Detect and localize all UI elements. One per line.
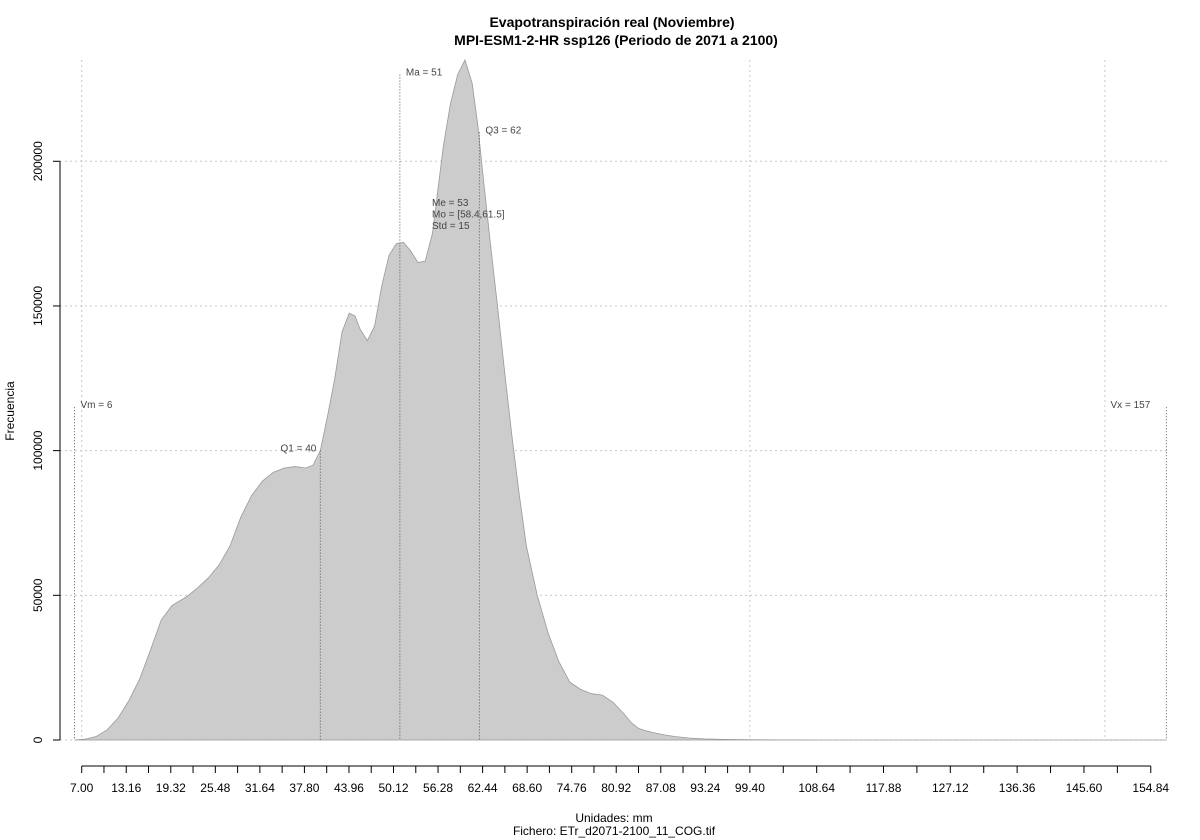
- x-tick-label: 74.76: [557, 781, 587, 795]
- y-tick-label: 0: [31, 736, 45, 743]
- chart-subtitle: MPI-ESM1-2-HR ssp126 (Periodo de 2071 a …: [454, 32, 778, 48]
- y-tick-label: 100000: [31, 430, 45, 470]
- stats-line: Std = 15: [432, 221, 470, 232]
- x-tick-label: 25.48: [200, 781, 230, 795]
- x-tick-label: 62.44: [468, 781, 498, 795]
- stat-label: Q3 = 62: [485, 125, 521, 136]
- stats-line: Mo = [58.4,61.5]: [432, 210, 505, 221]
- x-tick-label: 50.12: [378, 781, 408, 795]
- x-tick-label: 127.12: [932, 781, 969, 795]
- x-tick-label: 13.16: [111, 781, 141, 795]
- stat-lines: Vm = 6 Q1 = 40 Ma = 51 Q3 = 62 Vx = 157: [73, 67, 1167, 740]
- y-axis-label: Frecuencia: [3, 381, 17, 441]
- stat-label: Ma = 51: [406, 67, 443, 78]
- y-tick-label: 50000: [31, 578, 45, 612]
- stats-line: Me = 53: [432, 198, 469, 209]
- stat-label: Q1 = 40: [280, 444, 316, 455]
- y-tick-label: 150000: [31, 286, 45, 326]
- x-tick-label: 7.00: [70, 781, 94, 795]
- file-caption: Fichero: ETr_d2071-2100_11_COG.tif: [513, 824, 716, 838]
- x-tick-label: 154.84: [1132, 781, 1169, 795]
- x-tick-label: 145.60: [1066, 781, 1103, 795]
- x-tick-label: 56.28: [423, 781, 453, 795]
- x-tick-label: 31.64: [245, 781, 275, 795]
- x-tick-label: 108.64: [798, 781, 835, 795]
- x-tick-label: 68.60: [512, 781, 542, 795]
- y-axis: 0 50000 100000 150000 200000: [31, 141, 61, 743]
- x-tick-label: 87.08: [646, 781, 676, 795]
- x-tick-label: 117.88: [866, 781, 902, 795]
- x-tick-label: 80.92: [601, 781, 631, 795]
- x-tick-label: 19.32: [156, 781, 186, 795]
- x-tick-label: 93.24: [690, 781, 720, 795]
- x-tick-label: 37.80: [289, 781, 319, 795]
- stat-label: Vm = 6: [80, 400, 112, 411]
- x-tick-label: 43.96: [334, 781, 364, 795]
- x-tick-label: 99.40: [735, 781, 765, 795]
- x-axis: 7.00 13.16 19.32 25.48 31.64 37.80 43.96 50.12 5…: [70, 765, 1169, 795]
- stat-label: Vx = 157: [1111, 400, 1151, 411]
- x-axis-label: Unidades: mm: [575, 811, 652, 825]
- x-tick-label: 136.36: [999, 781, 1036, 795]
- y-tick-label: 200000: [31, 141, 45, 181]
- chart-title: Evapotranspiración real (Noviembre): [489, 14, 734, 30]
- density-area: [74, 58, 1167, 741]
